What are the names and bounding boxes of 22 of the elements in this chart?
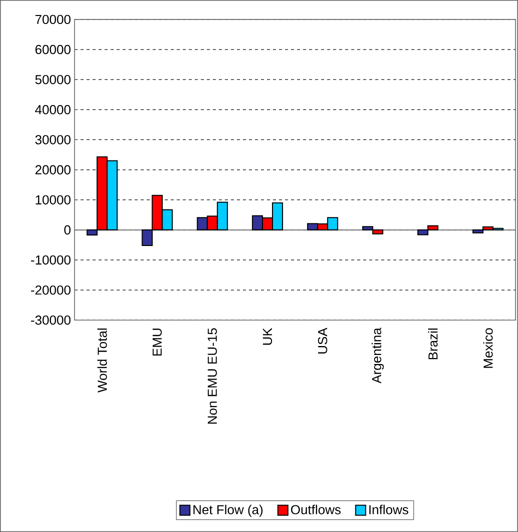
y-tick-label: 40000 bbox=[35, 105, 71, 114]
y-tick-label: 50000 bbox=[35, 74, 71, 84]
y-tick-label: 20000 bbox=[35, 165, 71, 174]
y-tick-label: 30000 bbox=[35, 135, 71, 144]
legend-label: Inflows bbox=[369, 504, 408, 514]
y-tick-label: -20000 bbox=[31, 285, 71, 295]
y-tick-label: -30000 bbox=[31, 316, 71, 325]
x-tick-label: Mexico bbox=[483, 328, 493, 368]
x-tick-label: World Total bbox=[97, 328, 107, 393]
legend-label: Net Flow (a) bbox=[193, 504, 263, 517]
y-tick-label: -10000 bbox=[31, 255, 71, 265]
y-tick-label: 60000 bbox=[35, 44, 71, 54]
x-tick-label: Argentina bbox=[372, 328, 384, 384]
y-tick-label: 0 bbox=[64, 225, 71, 235]
x-tick-label: Brazil bbox=[428, 328, 438, 360]
x-tick-label: UK bbox=[262, 328, 272, 345]
y-tick-label: 10000 bbox=[36, 195, 71, 204]
legend-label: Outflows bbox=[291, 504, 341, 514]
x-tick-label: USA bbox=[318, 328, 328, 354]
y-tick-label: 70000 bbox=[35, 14, 71, 24]
x-tick-label: EMU bbox=[152, 328, 162, 356]
x-tick-label: Non EMU EU-15 bbox=[208, 328, 217, 424]
